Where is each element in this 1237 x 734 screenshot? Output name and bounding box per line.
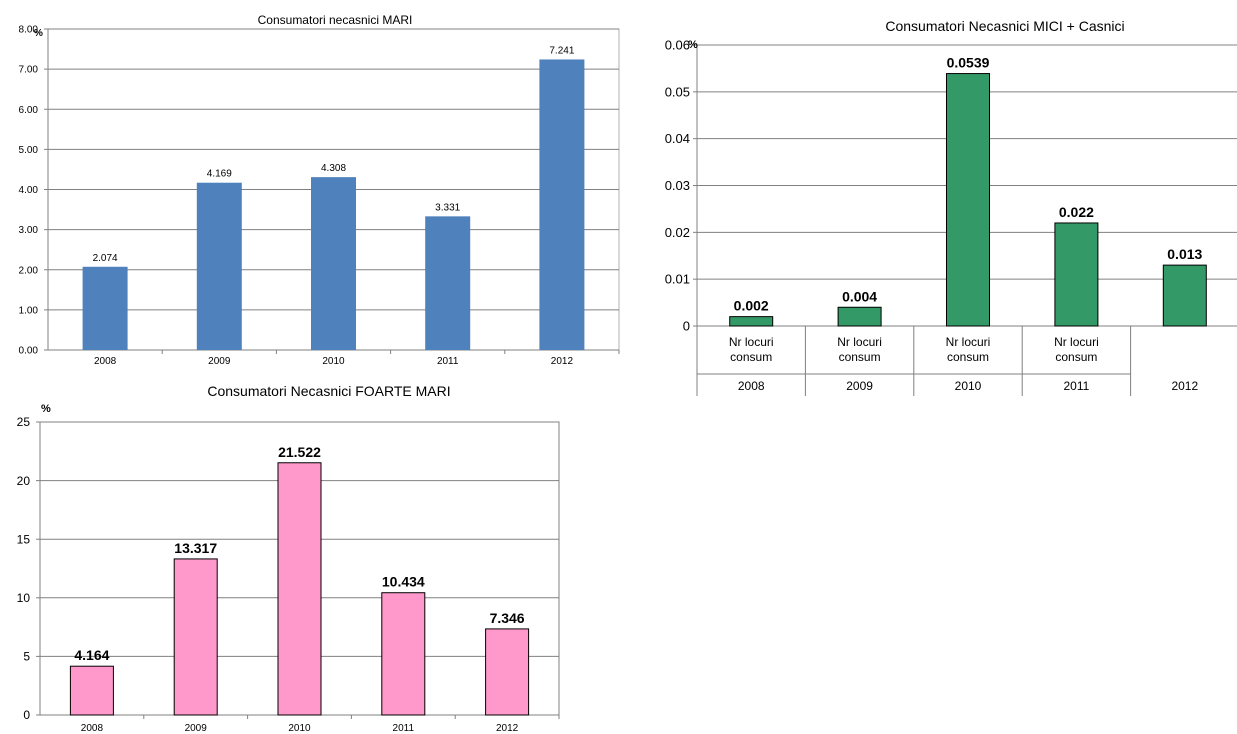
bar-2012 [539, 59, 585, 351]
bar-2009 [196, 182, 242, 350]
y-tick-label: 0 [23, 708, 30, 722]
y-tick-label: 25 [17, 415, 31, 429]
y-tick-label: 0.02 [665, 225, 690, 240]
bar-2009 [837, 306, 882, 327]
y-tick-label: 15 [17, 532, 31, 546]
y-tick-label: 0.00 [19, 346, 39, 357]
bar-2010 [311, 177, 356, 350]
bar-2008 [82, 266, 128, 350]
bar-2011 [381, 592, 426, 716]
y-tick-label: 20 [17, 474, 31, 488]
x-subcategory-label: Nr locuri [946, 335, 991, 349]
bar-2012 [1162, 264, 1207, 327]
chart-title: Consumatori Necasnici MICI + Casnici [885, 18, 1124, 34]
bar-2009 [173, 558, 218, 716]
x-subcategory-label: Nr locuri [1054, 335, 1099, 349]
data-label: 0.0539 [947, 55, 990, 71]
y-tick-label: 0.05 [665, 84, 690, 99]
x-subcategory-label: consum [1055, 350, 1097, 364]
x-tick-label: 2012 [1171, 379, 1198, 393]
x-tick-label: 2012 [551, 356, 574, 367]
x-subcategory-label: consum [839, 350, 881, 364]
data-label: 0.002 [734, 298, 769, 314]
y-axis-unit: % [688, 39, 698, 51]
data-label: 10.434 [382, 574, 425, 590]
x-tick-label: 2008 [94, 356, 117, 367]
x-tick-label: 2008 [81, 723, 104, 734]
data-label: 4.308 [321, 163, 346, 174]
x-tick-label: 2011 [437, 356, 459, 367]
chart-title: Consumatori Necasnici FOARTE MARI [207, 383, 450, 399]
bar-2010 [946, 73, 990, 327]
y-tick-label: 6.00 [19, 105, 39, 116]
y-tick-label: 2.00 [19, 265, 39, 276]
bar-2011 [1054, 222, 1099, 327]
chart-title: Consumatori necasnici MARI [258, 13, 413, 27]
bar-2008 [729, 316, 774, 327]
y-tick-label: 7.00 [19, 65, 39, 76]
y-tick-label: 0.01 [665, 272, 690, 287]
x-subcategory-label: consum [730, 350, 772, 364]
data-label: 3.331 [435, 202, 460, 213]
y-tick-label: 1.00 [19, 305, 39, 316]
x-subcategory-label: Nr locuri [729, 335, 774, 349]
x-tick-label: 2008 [738, 379, 765, 393]
x-tick-label: 2009 [208, 356, 231, 367]
y-tick-label: 10 [17, 591, 31, 605]
y-axis-unit: % [41, 403, 51, 415]
y-axis-unit: % [34, 28, 43, 39]
data-label: 7.241 [549, 45, 574, 56]
y-tick-label: 0.04 [665, 131, 690, 146]
bar-2010 [277, 462, 322, 716]
data-label: 7.346 [490, 610, 525, 626]
bar-2011 [425, 216, 471, 350]
y-tick-label: 5.00 [19, 145, 39, 156]
x-tick-label: 2010 [955, 379, 982, 393]
data-label: 0.004 [842, 288, 877, 304]
y-tick-label: 0 [683, 319, 690, 334]
x-tick-label: 2011 [1063, 379, 1089, 393]
data-label: 0.013 [1167, 246, 1202, 262]
y-tick-label: 0.03 [665, 178, 690, 193]
data-label: 13.317 [174, 540, 217, 556]
data-label: 21.522 [278, 444, 321, 460]
data-label: 4.164 [74, 647, 109, 663]
y-tick-label: 5 [23, 650, 30, 664]
data-label: 4.169 [207, 169, 232, 180]
x-tick-label: 2012 [496, 723, 519, 734]
x-subcategory-label: consum [947, 350, 989, 364]
bar-2008 [69, 665, 114, 716]
data-label: 2.074 [93, 253, 118, 264]
x-tick-label: 2010 [322, 356, 345, 367]
y-tick-label: 0.06 [665, 38, 690, 53]
x-tick-label: 2010 [288, 723, 311, 734]
y-tick-label: 8.00 [19, 25, 39, 36]
y-tick-label: 3.00 [19, 225, 39, 236]
x-tick-label: 2011 [393, 723, 415, 734]
y-tick-label: 4.00 [19, 185, 39, 196]
x-tick-label: 2009 [185, 723, 208, 734]
bar-2012 [485, 628, 530, 716]
x-tick-label: 2009 [846, 379, 873, 393]
data-label: 0.022 [1059, 204, 1094, 220]
x-subcategory-label: Nr locuri [837, 335, 882, 349]
